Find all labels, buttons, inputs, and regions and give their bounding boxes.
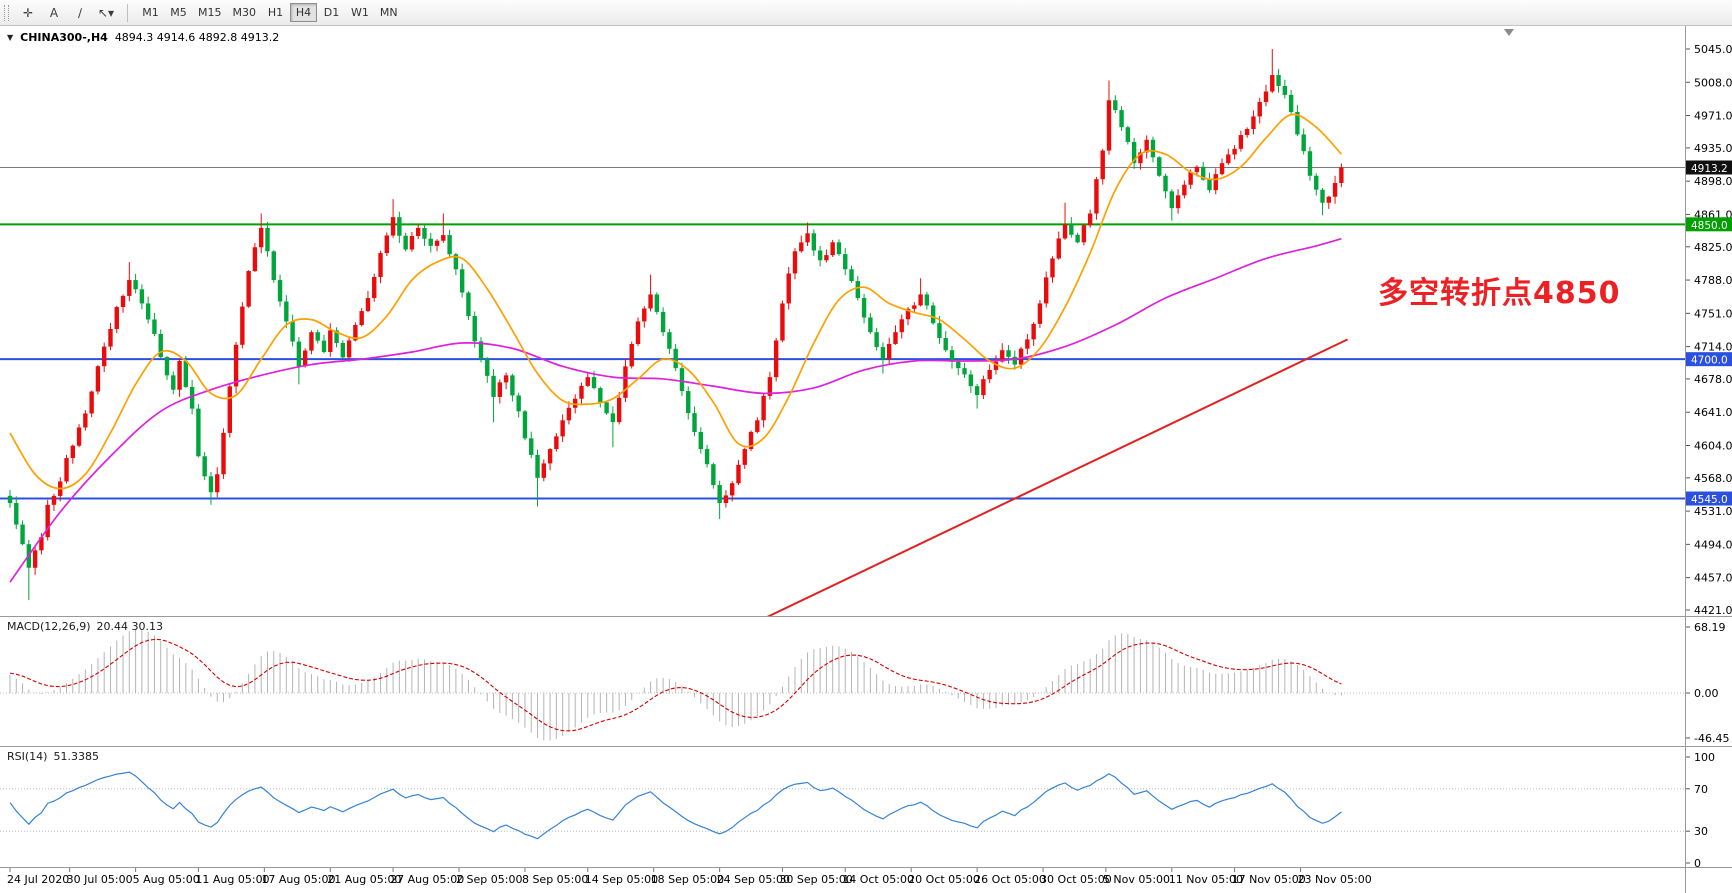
price-marker-4913.2: 4913.2: [1686, 160, 1732, 175]
ma-slow-line[interactable]: [9, 237, 1342, 583]
arrows-tool-button[interactable]: ↖▾: [94, 3, 118, 23]
symbol-timeframe-label: CHINA300-,H4: [20, 31, 108, 44]
price-tick-label: 5008.0: [1694, 76, 1732, 89]
time-axis-label: 20 Oct 05:00: [908, 873, 980, 886]
time-axis-label: 18 Sep 05:00: [651, 873, 724, 886]
price-tick-label: 4421.0: [1694, 604, 1732, 617]
ohlc-values: 4894.3 4914.6 4892.8 4913.2: [114, 31, 280, 44]
price-tick-label: 4568.0: [1694, 472, 1732, 485]
line-studies-tool-group: ✛ A ∕ ↖▾: [16, 3, 118, 23]
timeframe-group: M1 M5 M15 M30 H1 H4 D1 W1 MN: [137, 3, 403, 22]
macd-values: 20.44 30.13: [96, 620, 164, 633]
price-tick-label: 4641.0: [1694, 406, 1732, 419]
timeframe-button-m5[interactable]: M5: [165, 3, 192, 22]
time-axis-label: 11 Aug 05:00: [195, 873, 269, 886]
time-axis-label: 30 Sep 05:00: [779, 873, 852, 886]
price-tick-label: 4825.0: [1694, 241, 1732, 254]
time-axis-label: 8 Sep 05:00: [522, 873, 588, 886]
timeframe-button-d1[interactable]: D1: [318, 3, 345, 22]
time-axis-label: 30 Oct 05:00: [1040, 873, 1112, 886]
svg-text:4700.0: 4700.0: [1691, 355, 1728, 367]
timeframe-button-h4[interactable]: H4: [290, 3, 317, 22]
rsi-panel: [0, 771, 1685, 840]
time-axis-label: 11 Nov 05:00: [1169, 873, 1243, 886]
trendline[interactable]: [757, 338, 1349, 621]
price-tick-label: 5045.0: [1694, 43, 1732, 56]
timeframe-button-m1[interactable]: M1: [137, 3, 164, 22]
macd-indicator-label: MACD(12,26,9) 20.44 30.13: [7, 620, 163, 633]
timeframe-button-mn[interactable]: MN: [375, 3, 403, 22]
time-axis-label: 17 Nov 05:00: [1232, 873, 1306, 886]
chart-shift-marker-icon[interactable]: [1504, 29, 1514, 36]
rsi-line: [9, 771, 1342, 840]
annotation-text[interactable]: 多空转折点4850: [1378, 276, 1621, 311]
macd-tick-label: 0.00: [1694, 687, 1719, 700]
macd-signal-line: [9, 638, 1342, 732]
price-tick-label: 4898.0: [1694, 175, 1732, 188]
time-axis-label: 24 Sep 05:00: [717, 873, 790, 886]
price-tick-label: 4494.0: [1694, 538, 1732, 551]
time-axis-label: 23 Nov 05:00: [1298, 873, 1372, 886]
price-marker-4700.0: 4700.0: [1686, 352, 1732, 367]
time-axis-label: 26 Oct 05:00: [974, 873, 1046, 886]
price-tick-label: 4971.0: [1694, 110, 1732, 123]
macd-name: MACD(12,26,9): [7, 620, 91, 633]
time-axis-label: 14 Sep 05:00: [585, 873, 658, 886]
trendline-tool-button[interactable]: ∕: [68, 3, 92, 23]
time-axis-label: 2 Sep 05:00: [456, 873, 522, 886]
price-tick-label: 4457.0: [1694, 572, 1732, 585]
timeframe-button-h1[interactable]: H1: [262, 3, 289, 22]
price-tick-label: 4678.0: [1694, 373, 1732, 386]
ma-fast-line[interactable]: [9, 113, 1342, 490]
price-tick-label: 4788.0: [1694, 274, 1732, 287]
price-marker-4545.0: 4545.0: [1686, 491, 1732, 506]
timeframe-button-w1[interactable]: W1: [346, 3, 374, 22]
chart-title: ▼ CHINA300-,H4 4894.3 4914.6 4892.8 4913…: [7, 31, 279, 44]
rsi-indicator-label: RSI(14) 51.3385: [7, 750, 99, 763]
time-axis-label: 14 Oct 05:00: [842, 873, 914, 886]
toolbar: ✛ A ∕ ↖▾ M1 M5 M15 M30 H1 H4 D1 W1 MN: [0, 0, 1732, 26]
time-axis-label: 27 Aug 05:00: [390, 873, 464, 886]
rsi-tick-label: 30: [1694, 825, 1708, 838]
price-tick-label: 4751.0: [1694, 307, 1732, 320]
timeframe-button-m15[interactable]: M15: [193, 3, 227, 22]
text-tool-button[interactable]: A: [42, 3, 66, 23]
price-marker-4850.0: 4850.0: [1686, 217, 1732, 232]
time-axis-label: 17 Aug 05:00: [261, 873, 335, 886]
toolbar-grip[interactable]: [4, 4, 9, 21]
macd-tick-label: -46.45: [1694, 732, 1729, 745]
rsi-tick-label: 0: [1694, 857, 1701, 870]
rsi-tick-label: 100: [1694, 751, 1715, 764]
time-axis-label: 5 Aug 05:00: [133, 873, 200, 886]
symbol-dropdown-icon[interactable]: ▼: [7, 33, 14, 42]
timeframe-button-m30[interactable]: M30: [228, 3, 262, 22]
svg-text:4913.2: 4913.2: [1691, 163, 1728, 175]
macd-tick-label: 68.19: [1694, 621, 1726, 634]
crosshair-tool-button[interactable]: ✛: [16, 3, 40, 23]
svg-text:4850.0: 4850.0: [1691, 220, 1728, 232]
main-chart-panel: [0, 49, 1685, 621]
time-axis-label: 5 Nov 05:00: [1103, 873, 1170, 886]
toolbar-separator: [127, 3, 128, 22]
price-tick-label: 4604.0: [1694, 439, 1732, 452]
svg-text:4545.0: 4545.0: [1691, 494, 1728, 506]
rsi-value: 51.3385: [53, 750, 99, 763]
price-tick-label: 4531.0: [1694, 505, 1732, 518]
rsi-tick-label: 70: [1694, 783, 1708, 796]
price-tick-label: 4935.0: [1694, 142, 1732, 155]
time-axis-label: 24 Jul 2020: [7, 873, 69, 886]
macd-panel: [0, 628, 1685, 741]
candles: [7, 49, 1344, 601]
price-tick-label: 4714.0: [1694, 341, 1732, 354]
rsi-name: RSI(14): [7, 750, 48, 763]
time-axis-label: 30 Jul 05:00: [67, 873, 133, 886]
time-axis-label: 21 Aug 05:00: [327, 873, 401, 886]
